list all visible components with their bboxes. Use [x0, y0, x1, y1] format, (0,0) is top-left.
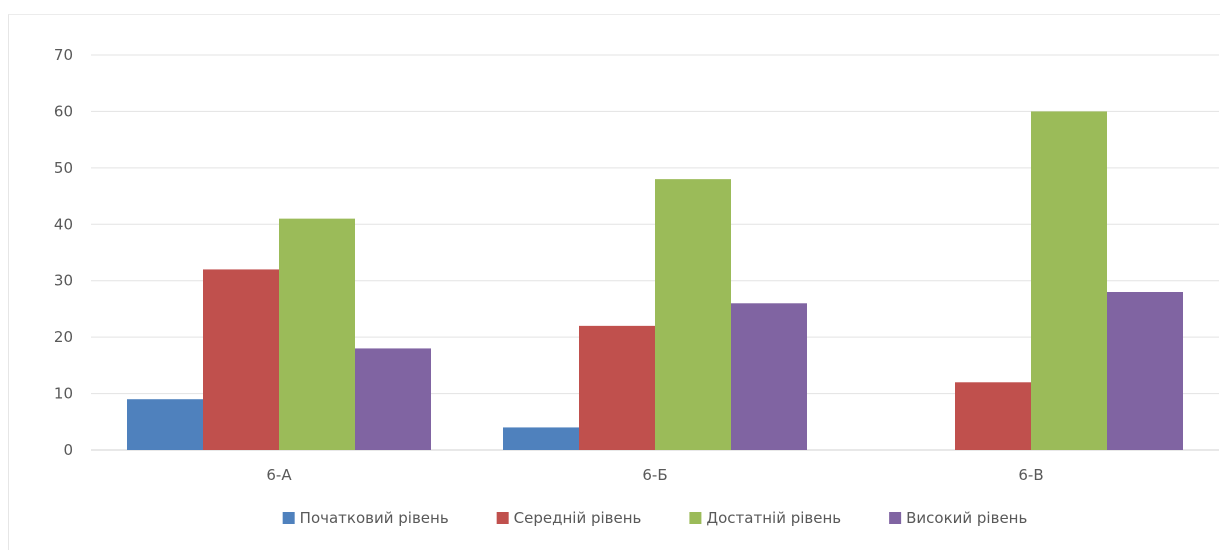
bar — [203, 269, 279, 450]
y-tick-label: 70 — [54, 46, 73, 64]
y-tick-label: 20 — [54, 328, 73, 346]
legend-swatch — [889, 512, 902, 524]
bar — [355, 348, 431, 450]
legend-swatch — [689, 512, 702, 524]
bar — [579, 325, 655, 450]
x-tick-label: 6-А — [266, 466, 292, 484]
legend-label: Достатній рівень — [706, 509, 841, 527]
chart-frame: 0 10 20 30 40 50 60 70 6-А 6-Б 6-В Початковий рів… — [8, 14, 1220, 550]
x-axis: 6-А 6-Б 6-В — [266, 466, 1043, 484]
legend-item: Достатній рівень — [689, 509, 841, 527]
bar — [731, 303, 807, 450]
legend-swatch — [282, 512, 295, 524]
y-axis: 0 10 20 30 40 50 60 70 — [54, 46, 73, 459]
bars — [127, 111, 1183, 450]
legend: Початковий рівень Середній рівень Достатні… — [282, 509, 1027, 527]
bar — [1031, 111, 1107, 450]
bar-chart: 0 10 20 30 40 50 60 70 6-А 6-Б 6-В Початковий рів… — [54, 46, 1219, 527]
legend-item: Початковий рівень — [282, 509, 449, 527]
y-tick-label: 0 — [63, 441, 73, 459]
legend-label: Початковий рівень — [300, 509, 449, 527]
legend-item: Середній рівень — [496, 509, 642, 527]
bar — [503, 427, 579, 450]
x-tick-label: 6-Б — [642, 466, 667, 484]
bar — [1107, 292, 1183, 450]
y-tick-label: 10 — [54, 385, 73, 403]
bar — [127, 399, 203, 450]
bar — [955, 382, 1031, 450]
y-tick-label: 60 — [54, 102, 73, 120]
y-tick-label: 30 — [54, 272, 73, 290]
x-tick-label: 6-В — [1018, 466, 1043, 484]
bar — [655, 179, 731, 450]
legend-item: Високий рівень — [889, 509, 1027, 527]
bar — [279, 218, 355, 450]
legend-swatch — [496, 512, 509, 524]
y-tick-label: 50 — [54, 159, 73, 177]
legend-label: Високий рівень — [906, 509, 1027, 527]
y-tick-label: 40 — [54, 215, 73, 233]
legend-label: Середній рівень — [514, 509, 642, 527]
